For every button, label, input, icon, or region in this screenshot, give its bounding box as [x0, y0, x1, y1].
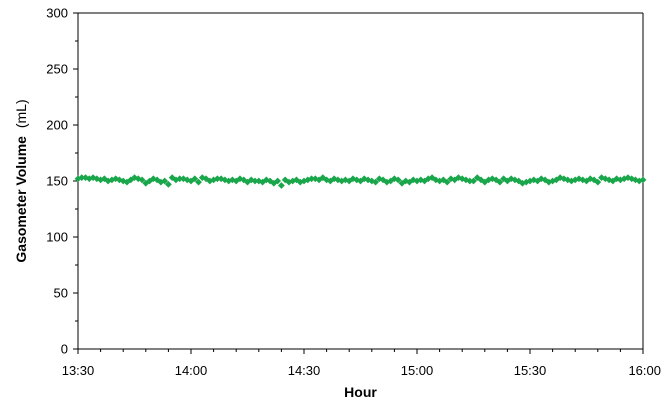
x-ticks: 13:30 14:00 14:30 15:00 15:30 16:00: [62, 349, 661, 378]
data-point: [394, 176, 402, 184]
data-point: [247, 176, 255, 184]
data-point: [296, 178, 304, 186]
data-point: [206, 177, 214, 185]
data-point: [364, 176, 372, 184]
data-point: [421, 177, 428, 185]
data-point: [311, 175, 319, 183]
y-tick-label: 200: [46, 118, 68, 133]
data-point: [202, 175, 210, 183]
x-axis-title: Hour: [344, 384, 377, 400]
y-tick-label: 150: [46, 174, 68, 189]
data-point: [586, 175, 594, 183]
data-point: [278, 182, 285, 189]
data-point: [142, 179, 150, 187]
data-point: [639, 176, 647, 184]
data-point: [473, 174, 481, 182]
data-point: [308, 175, 315, 183]
x-tick-label: 14:00: [175, 363, 208, 378]
data-point: [304, 176, 312, 184]
data-point: [466, 177, 474, 185]
data-point: [601, 175, 609, 183]
data-point: [349, 175, 357, 183]
x-tick-label: 14:30: [288, 363, 321, 378]
data-point: [470, 177, 477, 185]
data-point: [180, 175, 187, 183]
y-axis-title-unit: (mL): [13, 99, 29, 128]
x-tick-label: 16:00: [628, 363, 661, 378]
data-point: [97, 176, 104, 184]
data-point: [123, 178, 131, 186]
y-axis-title: Gasometer Volume (mL): [13, 99, 29, 262]
y-tick-label: 250: [46, 62, 68, 77]
data-point: [594, 178, 602, 186]
data-point: [78, 174, 86, 182]
data-point: [496, 178, 504, 186]
data-point: [195, 178, 202, 186]
x-tick-label: 15:30: [514, 363, 547, 378]
data-point: [172, 176, 180, 184]
data-point: [213, 175, 221, 183]
data-point: [462, 176, 470, 184]
data-point: [274, 177, 282, 185]
data-point: [417, 176, 425, 184]
x-tick-label: 15:00: [401, 363, 434, 378]
data-point: [232, 177, 240, 185]
data-point: [134, 175, 142, 183]
data-point: [236, 175, 244, 183]
data-point: [82, 174, 89, 182]
data-point: [552, 176, 560, 184]
data-point: [165, 180, 172, 188]
data-point: [451, 176, 459, 184]
data-point: [360, 175, 368, 183]
data-point: [119, 177, 127, 185]
data-point: [138, 176, 146, 184]
data-point: [353, 176, 361, 184]
data-points: [74, 174, 647, 189]
data-point: [149, 175, 157, 183]
data-point: [357, 177, 364, 185]
data-point: [217, 175, 225, 183]
data-point: [409, 176, 417, 184]
data-point: [221, 176, 229, 184]
data-point: [537, 175, 545, 183]
data-point: [251, 177, 259, 185]
data-point: [176, 175, 184, 183]
data-point: [293, 176, 300, 184]
data-point: [300, 177, 308, 185]
data-point: [108, 176, 116, 184]
data-point: [210, 176, 217, 184]
y-tick-label: 300: [46, 6, 68, 21]
data-point: [398, 179, 406, 187]
data-point: [413, 177, 421, 185]
y-axis-title-bold: Gasometer Volume: [13, 136, 29, 263]
data-point: [191, 175, 199, 183]
y-tick-label: 50: [54, 286, 68, 301]
data-point: [112, 175, 120, 183]
y-ticks: 0 50 100 150 200 250 300: [46, 6, 78, 357]
data-point: [93, 175, 101, 183]
data-point: [100, 175, 108, 183]
data-point: [443, 178, 451, 186]
y-tick-label: 0: [61, 342, 68, 357]
data-point: [127, 176, 135, 184]
data-point: [161, 177, 169, 185]
data-point: [477, 176, 485, 184]
data-point: [372, 178, 379, 186]
x-tick-label: 13:30: [62, 363, 95, 378]
y-tick-label: 100: [46, 230, 68, 245]
data-point: [406, 178, 413, 186]
